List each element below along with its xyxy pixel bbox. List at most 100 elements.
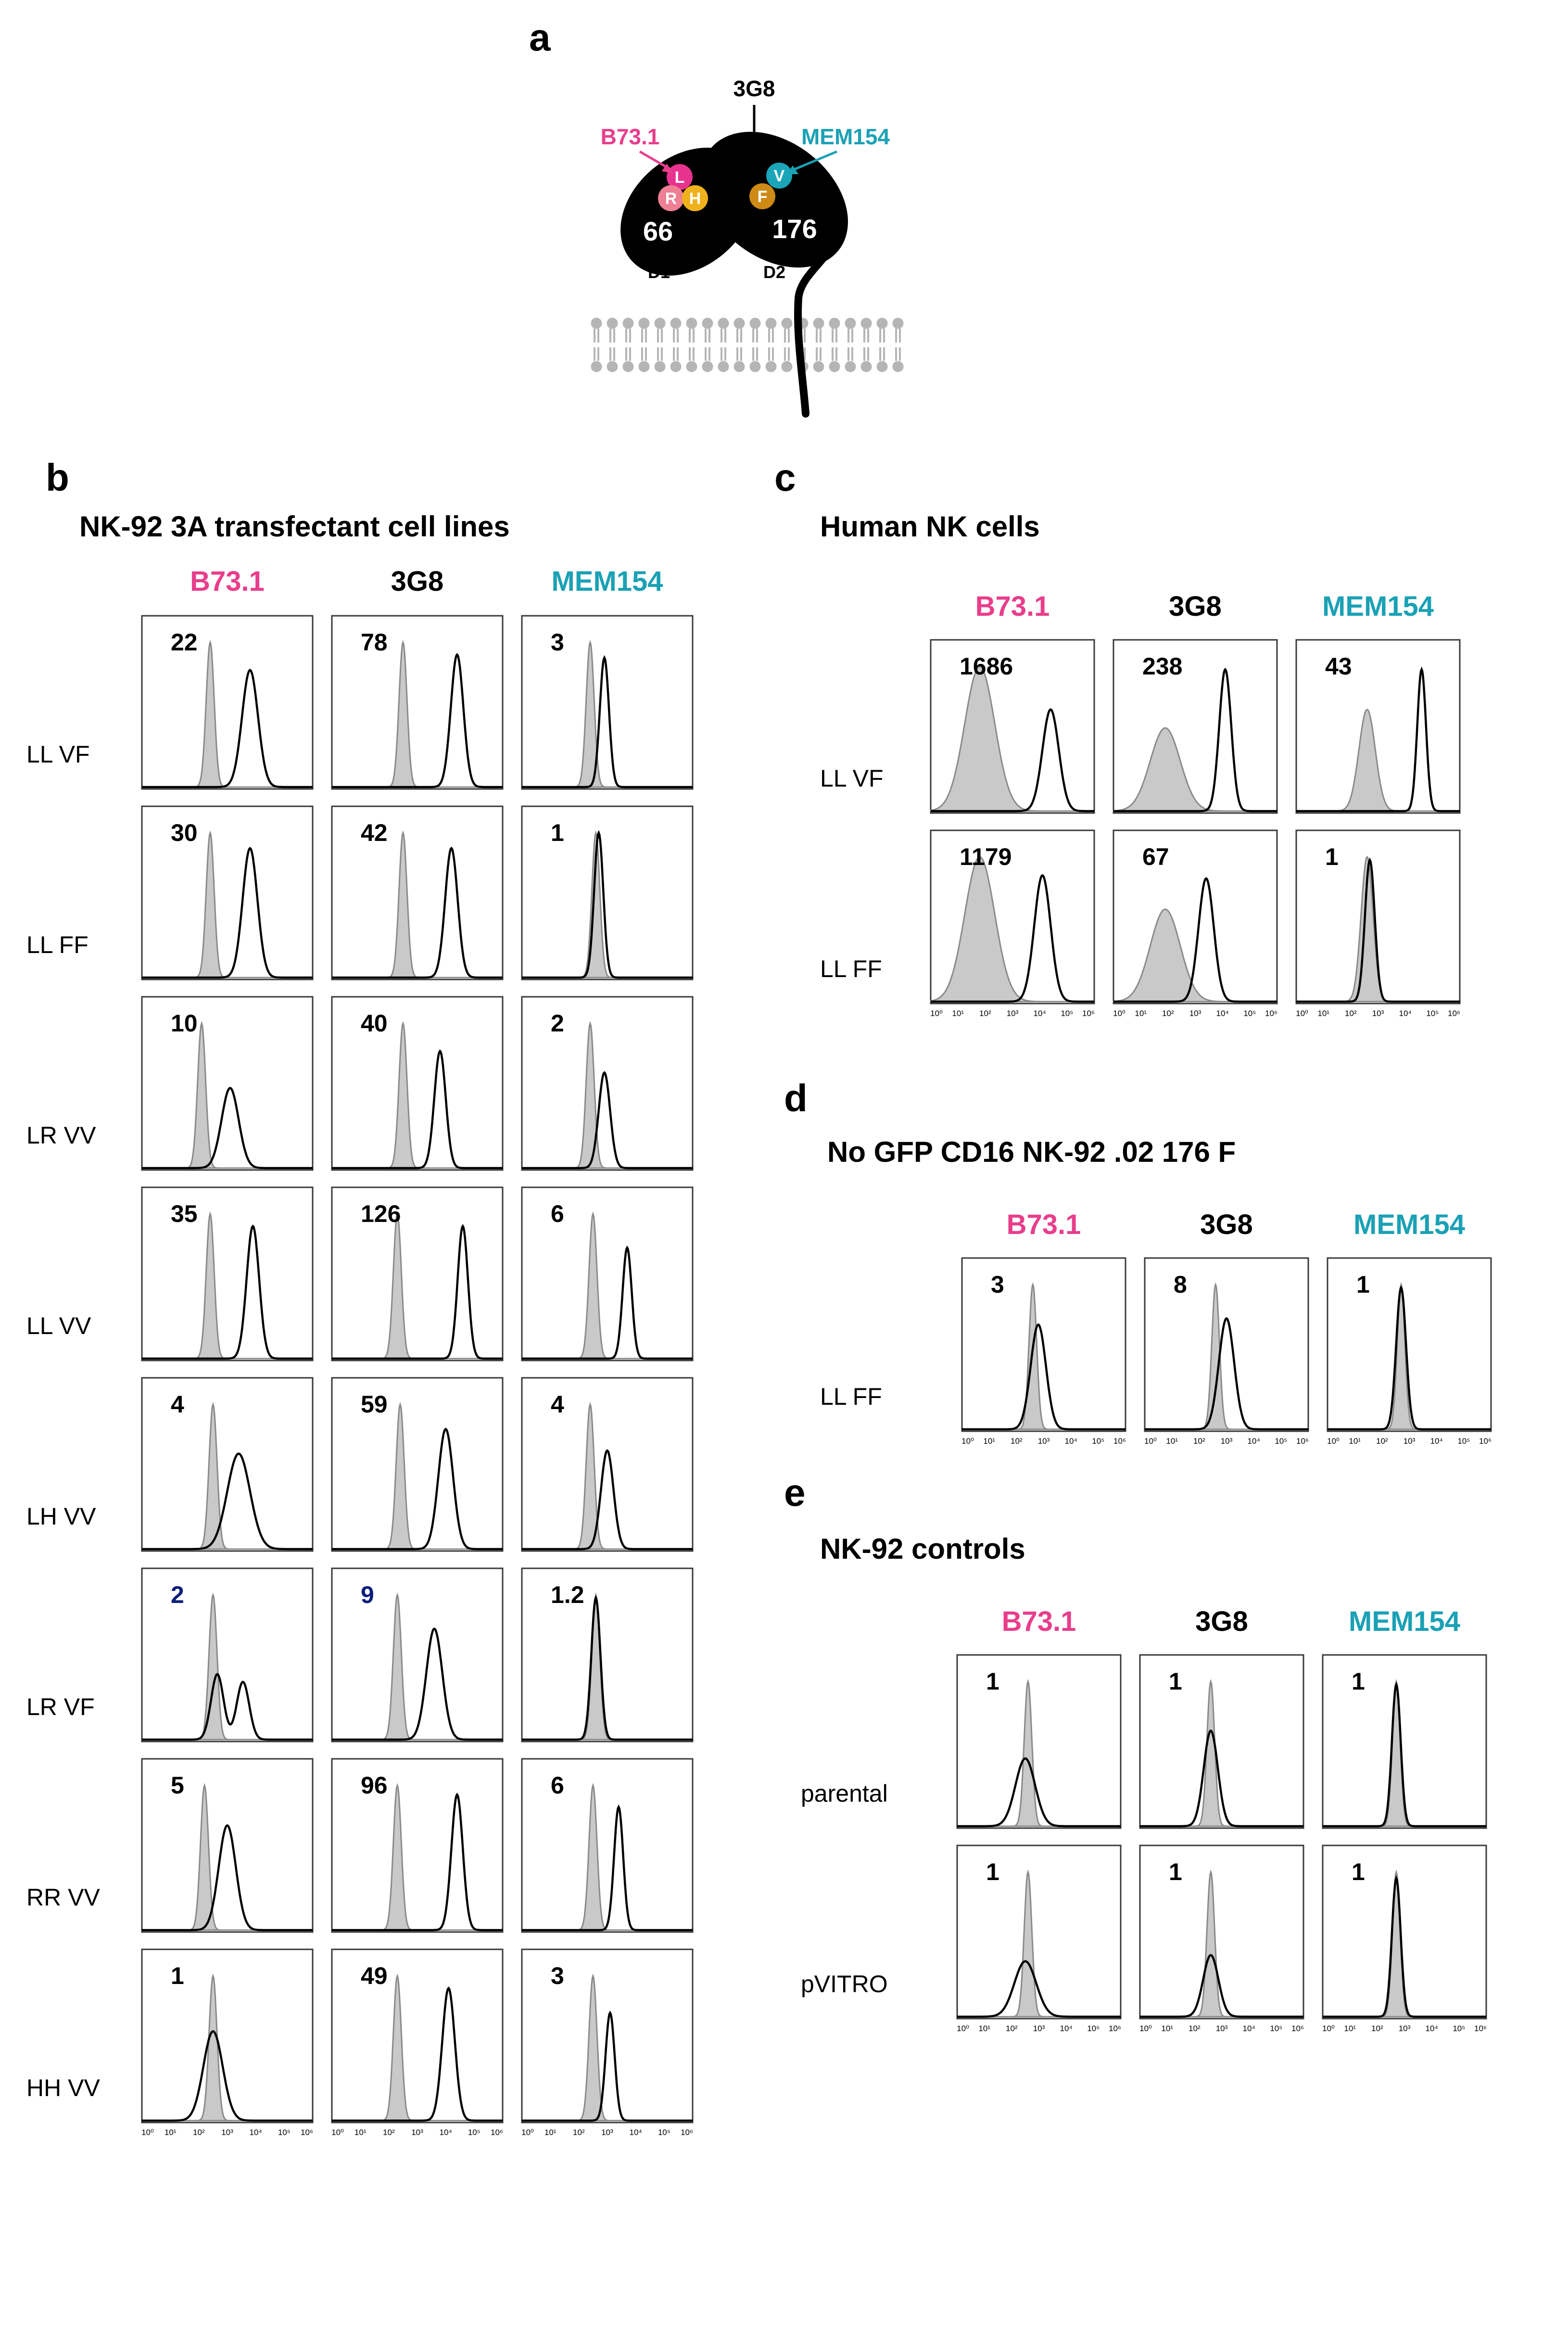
lipid-tail (863, 329, 869, 343)
x-tick-label: 10³ (1399, 2024, 1411, 2033)
histogram-cell: 238 (1113, 639, 1278, 814)
histogram-cell: 8 10⁰ 10¹ 10² 10³ 10⁴ 10⁵ 10⁶ (1144, 1257, 1309, 1446)
lipid-tail (689, 347, 695, 361)
panel-a-letter: a (529, 16, 551, 59)
plot-frame (521, 1567, 694, 1742)
x-tick-label: 10⁶ (1474, 2024, 1487, 2033)
mfi-ratio-label: 96 (361, 1772, 388, 1799)
mfi-ratio-label: 1 (1325, 843, 1339, 870)
x-tick-label: 10⁴ (1065, 1437, 1077, 1446)
antibody-3g8-label: 3G8 (733, 76, 775, 101)
domain-d1-number: 66 (643, 216, 673, 246)
panel-d-title: No GFP CD16 NK-92 .02 176 F (827, 1136, 1236, 1168)
stain-histogram (332, 1627, 503, 1741)
column-header: B73.1 (975, 591, 1050, 622)
domain-d2-number: 176 (772, 214, 817, 244)
residue-h-label: H (689, 190, 701, 208)
histogram-cell: 4 (521, 1377, 694, 1552)
histogram-cell: 1 10⁰ 10¹ 10² 10³ 10⁴ 10⁵ 10⁶ (1322, 1844, 1487, 2033)
domain-d1-label: D1 (648, 262, 670, 282)
x-tick-label: 10³ (1372, 1009, 1384, 1018)
histogram-cell: 3 10⁰ 10¹ 10² 10³ 10⁴ 10⁵ 10⁶ (961, 1257, 1126, 1446)
lipid-head (765, 361, 777, 372)
lipid-tail (879, 347, 885, 361)
lipid-tail (673, 329, 679, 343)
plot-frame (331, 615, 504, 790)
x-tick-label: 10¹ (1135, 1009, 1147, 1018)
x-tick-label: 10⁴ (1243, 2024, 1255, 2033)
lipid-tail (609, 347, 615, 361)
panel-c-title: Human NK cells (820, 510, 1040, 543)
x-tick-label: 10³ (1038, 1437, 1050, 1446)
mfi-ratio-label: 1 (1352, 1858, 1365, 1885)
x-tick-label: 10⁶ (301, 2128, 313, 2137)
x-tick-label: 10⁶ (1296, 1437, 1309, 1446)
histogram-grid-c: B73.1 3G8 MEM154 LL VF 1686 238 43 LL FF 1179 10⁰… (820, 591, 1461, 1018)
stain-histogram (522, 2010, 693, 2122)
x-tick-label: 10² (1189, 2024, 1201, 2033)
plot-frame (1144, 1257, 1309, 1432)
row-label: LH VV (26, 1503, 96, 1530)
lipid-head (654, 318, 666, 329)
panel-d-letter: d (784, 1077, 808, 1119)
antibody-mem154-arrowhead (787, 165, 798, 174)
histogram-cell: 22 (141, 615, 314, 790)
lipid-head (813, 361, 824, 372)
stain-histogram (1140, 1954, 1303, 2018)
stain-histogram (522, 1245, 693, 1360)
lipid-head (813, 318, 824, 329)
mfi-ratio-label: 3 (551, 1962, 564, 1989)
x-tick-label: 10⁴ (1034, 1009, 1046, 1018)
histogram-cell: 3 10⁰ 10¹ 10² 10³ 10⁴ 10⁵ 10⁶ (521, 1948, 694, 2137)
lipid-tail (609, 329, 615, 343)
lipid-head (670, 318, 682, 329)
x-tick-label: 10⁰ (141, 2128, 154, 2137)
x-tick-label: 10² (1345, 1009, 1357, 1018)
lipid-head (607, 318, 618, 329)
x-tick-label: 10⁴ (1399, 1009, 1412, 1018)
histogram-cell: 1.2 (521, 1567, 694, 1742)
histogram-cell: 1 10⁰ 10¹ 10² 10³ 10⁴ 10⁵ 10⁶ (956, 1844, 1122, 2033)
x-tick-label: 10¹ (1166, 1437, 1178, 1446)
histogram-cell: 6 (521, 1186, 694, 1361)
lipid-head (749, 361, 761, 372)
lipid-head (622, 318, 634, 329)
x-tick-label: 10⁵ (1270, 2024, 1282, 2033)
column-header: B73.1 (1007, 1209, 1081, 1240)
lipid-tail (736, 347, 742, 361)
plot-frame (141, 1758, 314, 1933)
stain-histogram (142, 847, 313, 979)
antibody-3g8-arrowhead (748, 142, 760, 153)
row-label: LL FF (820, 1383, 882, 1410)
plot-frame (141, 1186, 314, 1361)
mfi-ratio-label: 59 (361, 1391, 388, 1418)
lipid-head (718, 361, 729, 372)
cd16-stalk (794, 232, 834, 418)
plot-frame (331, 996, 504, 1171)
mfi-ratio-label: 49 (361, 1962, 388, 1989)
plot-frame (521, 1186, 694, 1361)
lipid-tail (847, 329, 853, 343)
x-tick-label: 10⁵ (1426, 1009, 1439, 1018)
plot-frame (331, 1186, 504, 1361)
histogram-grid-e: B73.1 3G8 MEM154 parental 1 1 1 pVITRO 1 10⁰ 10¹ 10… (801, 1606, 1487, 2033)
lipid-tail (895, 329, 901, 343)
lipid-tail (768, 329, 774, 343)
histogram-cell: 5 (141, 1758, 314, 1933)
mfi-ratio-label: 2 (551, 1010, 564, 1037)
x-tick-label: 10² (383, 2128, 395, 2137)
column-header: MEM154 (1353, 1209, 1465, 1240)
lipid-head (845, 361, 856, 372)
membrane-bottom-leaflet (591, 347, 904, 372)
x-tick-label: 10⁵ (1087, 2024, 1100, 2033)
lipid-head (591, 318, 602, 329)
lipid-head (781, 361, 793, 372)
lipid-head (702, 318, 713, 329)
mfi-ratio-label: 35 (171, 1200, 198, 1227)
plot-frame (331, 1948, 504, 2124)
histogram-grid-d: B73.1 3G8 MEM154 LL FF 3 10⁰ 10¹ 10² 10³ 10⁴ 10⁵ 10… (820, 1209, 1492, 1446)
column-header: 3G8 (1200, 1209, 1253, 1240)
lipid-head (860, 361, 872, 372)
